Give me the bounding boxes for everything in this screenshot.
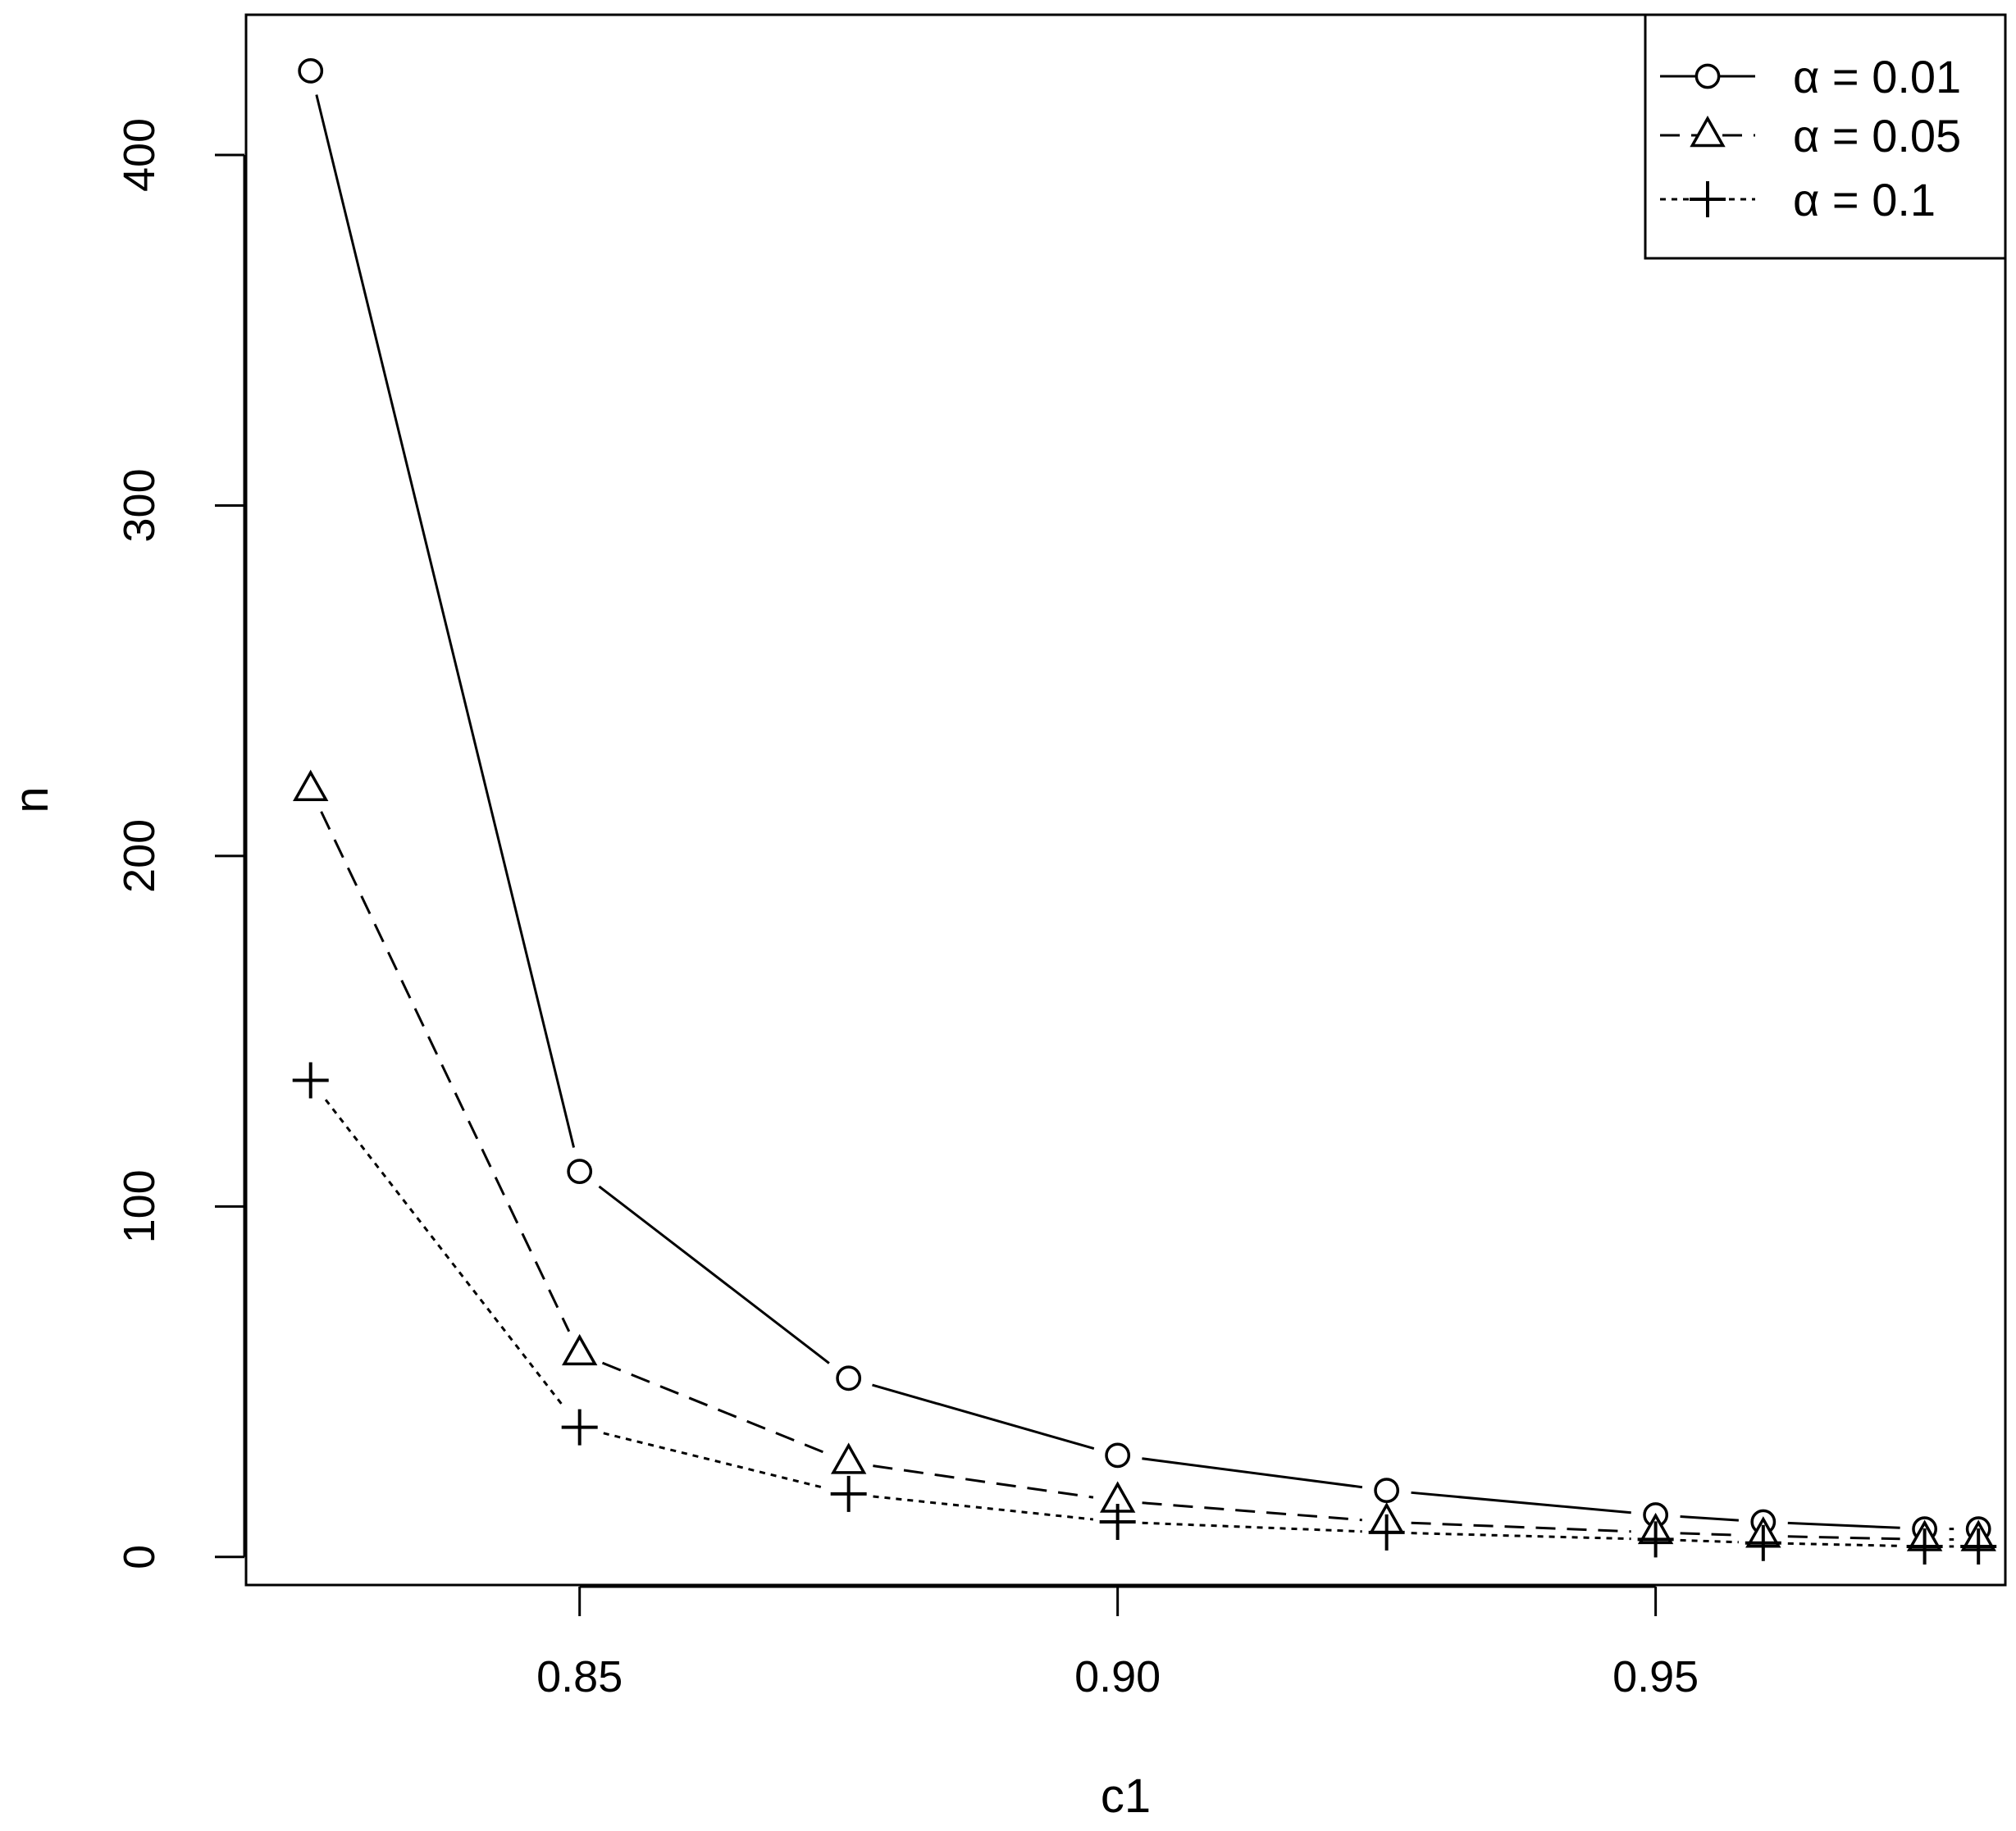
triangle-marker	[293, 769, 329, 801]
plus-marker	[1368, 1514, 1405, 1551]
legend-label: α = 0.1	[1793, 174, 1936, 225]
series-line-segment	[603, 1432, 825, 1490]
series-line-segment	[1142, 1501, 1362, 1522]
plus-marker	[292, 1062, 329, 1099]
series-line-segment	[1142, 1521, 1362, 1533]
series-line-segment	[598, 1185, 830, 1364]
plot-frame	[244, 13, 2007, 1587]
circle-marker	[298, 58, 324, 84]
triangle-marker	[561, 1333, 598, 1366]
legend-label: α = 0.01	[1793, 51, 1961, 102]
circle-marker	[1374, 1478, 1400, 1503]
series-line-segment	[1142, 1457, 1363, 1489]
y-tick-label: 200	[115, 819, 164, 893]
series-line-segment	[324, 1099, 566, 1409]
series-layer	[292, 58, 1997, 1565]
series-line-segment	[1787, 1521, 1900, 1529]
plus-marker	[1906, 1528, 1943, 1565]
series-line-segment	[1787, 1535, 1900, 1541]
x-axis-title: c1	[1101, 1770, 1151, 1823]
series-line-segment	[1680, 1538, 1739, 1544]
axes: 0.85 0.90 0.95 0 100 200 300 400 c1 n	[5, 13, 2007, 1823]
series-line-segment	[873, 1495, 1093, 1521]
circle-marker	[1105, 1442, 1131, 1469]
series-1	[298, 58, 1991, 1542]
x-tick-label: 0.95	[1612, 1652, 1699, 1701]
triangle-marker	[1690, 115, 1726, 148]
plus-marker	[1960, 1528, 1997, 1565]
series-line-segment	[320, 811, 571, 1332]
circle-marker	[1694, 63, 1721, 89]
y-tick-label: 0	[115, 1545, 164, 1569]
y-axis-title: n	[5, 786, 58, 813]
series-line-segment	[1411, 1521, 1631, 1533]
series-line-segment	[1411, 1532, 1631, 1541]
series-line-segment	[1787, 1542, 1900, 1547]
series-3	[292, 1062, 1997, 1565]
y-tick-label: 300	[115, 468, 164, 542]
legend: α = 0.01 α = 0.05 α = 0.1	[1644, 13, 2007, 260]
plus-marker	[1690, 181, 1726, 217]
series-line-segment	[1680, 1514, 1739, 1522]
y-tick-label: 400	[115, 118, 164, 192]
legend-label: α = 0.05	[1793, 110, 1961, 162]
circle-marker	[836, 1365, 862, 1391]
plus-marker	[830, 1475, 867, 1512]
series-line-segment	[315, 94, 576, 1148]
plus-marker	[561, 1409, 598, 1446]
plus-marker	[1745, 1524, 1781, 1561]
x-tick-label: 0.85	[536, 1652, 623, 1701]
series-line-segment	[873, 1464, 1094, 1499]
x-tick-label: 0.90	[1074, 1652, 1161, 1701]
plus-marker	[1637, 1521, 1674, 1558]
triangle-marker	[830, 1442, 867, 1474]
plus-marker	[1099, 1504, 1136, 1541]
series-line-segment	[601, 1361, 827, 1455]
series-2	[293, 769, 1996, 1551]
series-line-segment	[1411, 1491, 1631, 1514]
circle-marker	[567, 1159, 593, 1184]
series-line-segment	[872, 1383, 1095, 1451]
y-tick-label: 100	[115, 1169, 164, 1243]
series-line-segment	[1680, 1532, 1739, 1537]
